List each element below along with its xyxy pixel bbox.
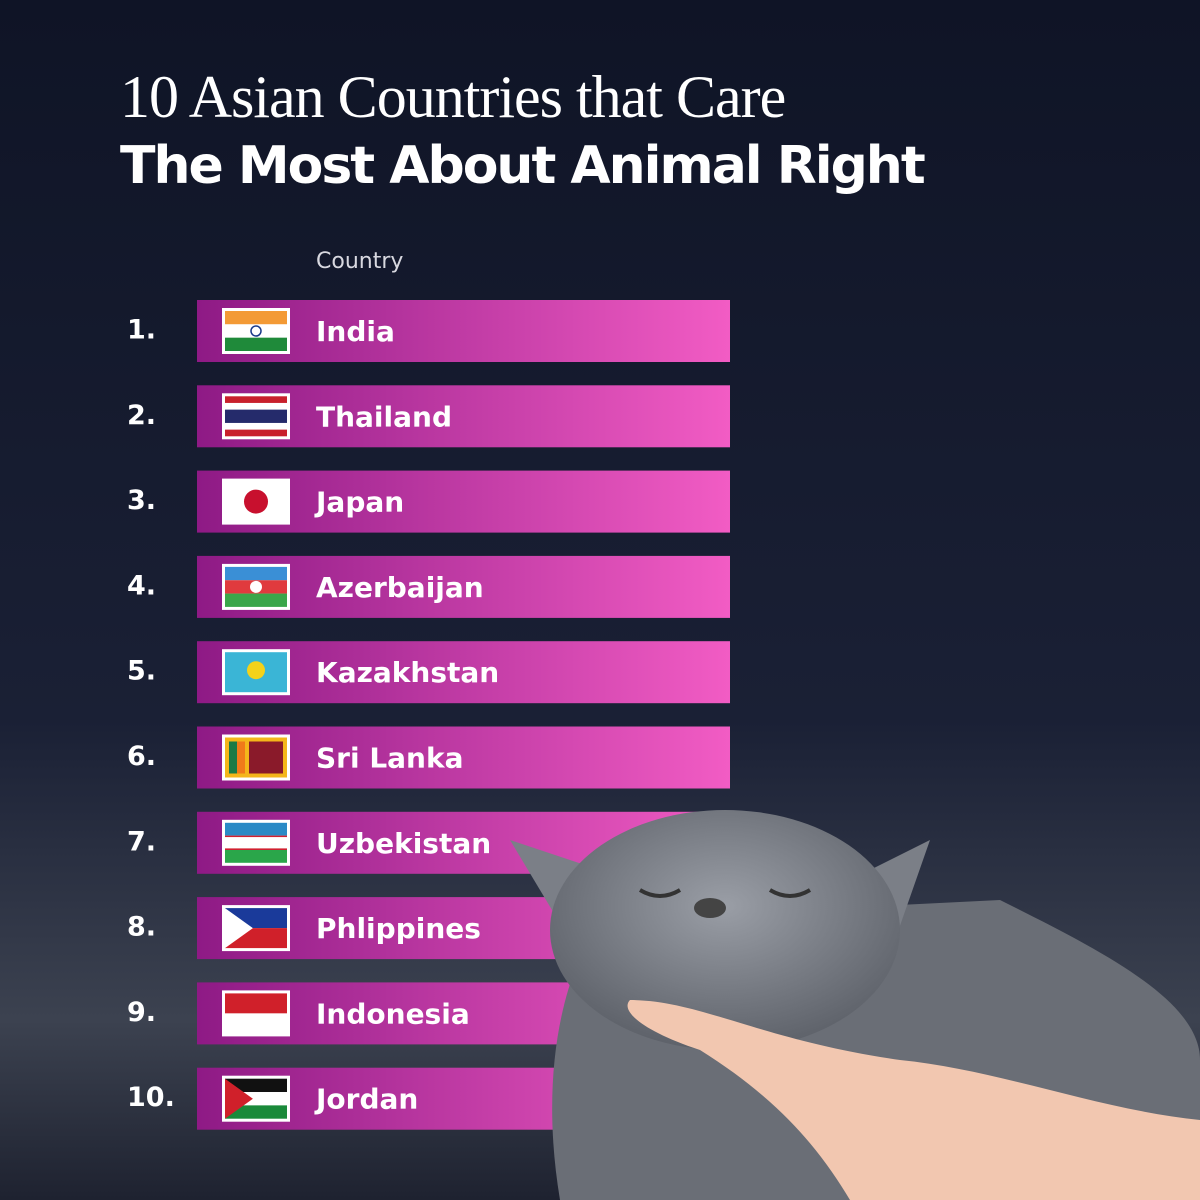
cat-eyes: [638, 888, 812, 898]
flag-part: [229, 741, 237, 774]
flag-part: [225, 311, 287, 325]
flag: [222, 563, 290, 610]
flag-part: [225, 422, 287, 430]
flag-part: [250, 325, 262, 337]
flag-part: [250, 580, 262, 593]
cat-head: [550, 810, 900, 1050]
rank-row: 2. Thailand: [127, 385, 730, 448]
flag-part: [225, 1013, 287, 1034]
flag-part: [225, 850, 287, 863]
rank: 3.: [127, 485, 156, 516]
country-name: Japan: [314, 486, 404, 519]
rank: 10.: [127, 1082, 175, 1113]
flag-part: [225, 1105, 287, 1119]
title-line-2: The Most About Animal Right: [120, 136, 925, 196]
country-name: Indonesia: [316, 997, 470, 1030]
flag-part: [247, 661, 265, 680]
country-name: India: [316, 315, 395, 348]
flag-part: [225, 593, 287, 607]
title-line-1: 10 Asian Countries that Care: [120, 64, 785, 130]
cat-ear: [870, 840, 930, 940]
flag: [222, 393, 290, 440]
country-name: Uzbekistan: [316, 827, 491, 860]
country-name: Phlippines: [316, 912, 481, 945]
country-name: Jordan: [314, 1083, 418, 1116]
flag-part: [225, 409, 287, 423]
flag: [222, 990, 290, 1037]
flag: [222, 734, 290, 781]
flag-part: [225, 993, 287, 1014]
flag-part: [225, 1078, 253, 1119]
flag-part: [225, 396, 287, 403]
rank-row: 4. Azerbaijan: [127, 555, 730, 618]
cat-photo: [510, 810, 1200, 1200]
cat-nose: [694, 898, 726, 918]
rank: 7.: [127, 826, 156, 857]
country-name: Sri Lanka: [316, 742, 464, 775]
flag-part: [225, 837, 287, 849]
flag-part: [225, 324, 287, 338]
flag-part: [225, 1078, 287, 1093]
flag: [222, 1075, 290, 1122]
flag-part: [225, 908, 253, 949]
rank: 2.: [127, 400, 156, 431]
column-header: Country: [316, 249, 403, 274]
rank-row: 1. India: [127, 300, 730, 362]
flag-part: [225, 337, 287, 351]
flag: [222, 649, 290, 696]
flag-part: [225, 429, 287, 437]
flag-part: [249, 741, 283, 774]
flag-part: [225, 822, 287, 836]
rank-row: 5. Kazakhstan: [127, 641, 730, 704]
flag-part: [225, 848, 287, 850]
flag: [222, 905, 290, 952]
flag-part: [225, 566, 287, 581]
rank: 8.: [127, 912, 156, 943]
flag-part: [244, 489, 268, 514]
rank: 5.: [127, 656, 156, 687]
rank: 1.: [127, 315, 156, 346]
country-name: Azerbaijan: [316, 571, 484, 604]
rank: 9.: [127, 997, 156, 1028]
rank-row: 3. Japan: [127, 470, 730, 533]
flag: [222, 478, 290, 525]
flag-part: [225, 835, 287, 838]
country-name: Thailand: [316, 400, 452, 433]
flag-part: [237, 741, 245, 774]
flag-part: [225, 402, 287, 410]
rank-row: 6. Sri Lanka: [127, 726, 730, 789]
rank: 4.: [127, 570, 156, 601]
flag: [222, 308, 290, 354]
flag: [222, 819, 290, 866]
rank: 6.: [127, 741, 156, 772]
country-name: Kazakhstan: [316, 656, 499, 689]
hand: [627, 1000, 1200, 1200]
